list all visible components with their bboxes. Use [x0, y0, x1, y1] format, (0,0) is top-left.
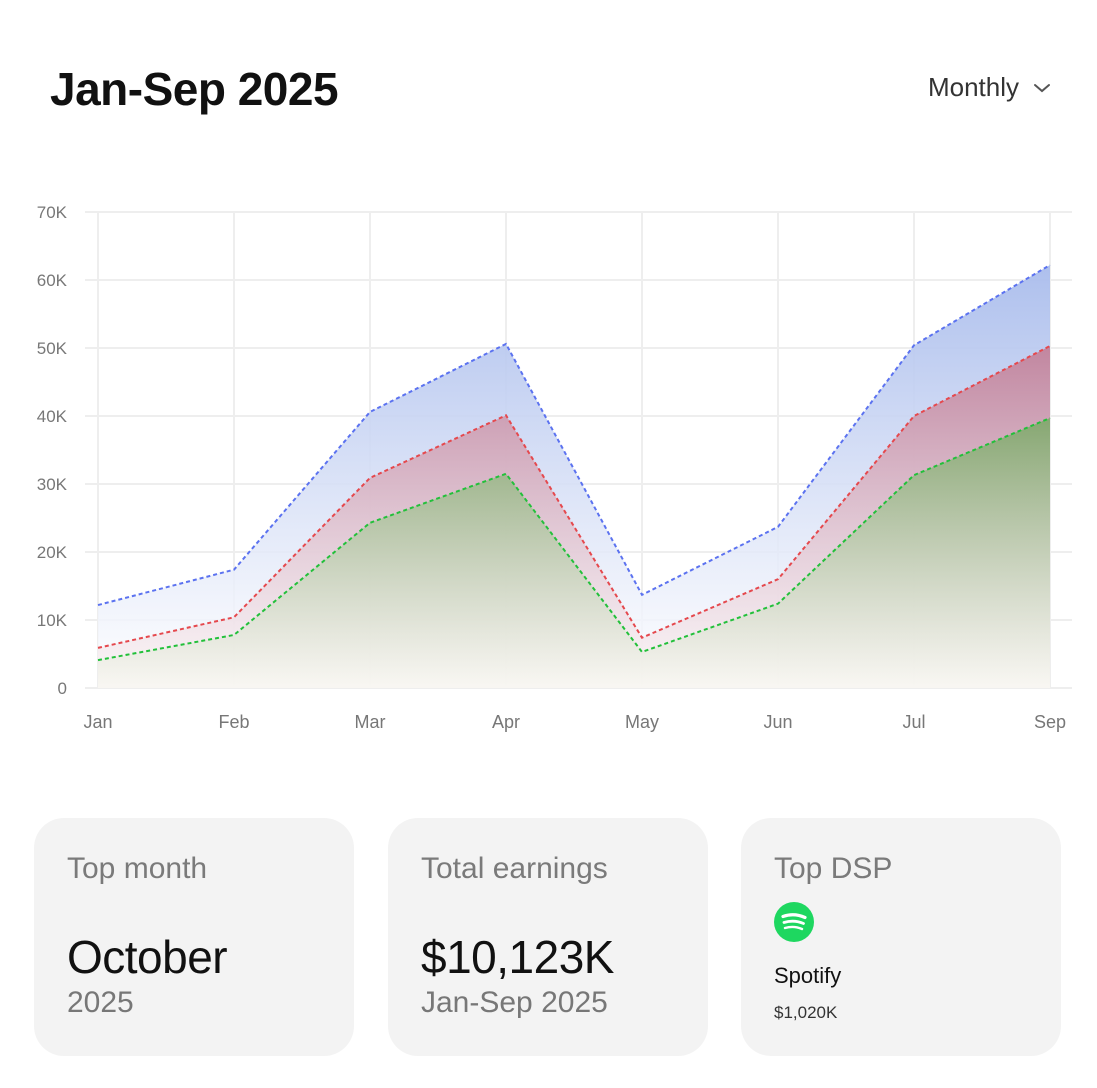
card-label: Top month: [67, 852, 208, 885]
series-line-0: [97, 264, 1051, 607]
dsp-amount: $1,020K: [774, 1003, 838, 1022]
x-tick-label: Feb: [218, 712, 249, 732]
y-tick-label: 0: [58, 679, 67, 698]
period-select-value: Monthly: [927, 72, 1019, 102]
dsp-name: Spotify: [774, 963, 842, 988]
card-label: Top DSP: [774, 852, 893, 885]
spotify-icon: [774, 902, 814, 942]
x-tick-label: Jun: [763, 712, 792, 732]
x-tick-label: Jul: [902, 712, 925, 732]
top-month-value: October: [67, 931, 228, 983]
top-month-year: 2025: [67, 986, 134, 1019]
y-tick-label: 70K: [37, 203, 68, 222]
y-tick-label: 30K: [37, 475, 68, 494]
y-tick-label: 50K: [37, 339, 68, 358]
y-tick-label: 20K: [37, 543, 68, 562]
x-tick-label: Jan: [83, 712, 112, 732]
x-tick-label: May: [625, 712, 659, 732]
series-line-2: [97, 417, 1051, 662]
x-tick-label: Apr: [492, 712, 520, 732]
series-area-2: [98, 418, 1050, 688]
area-chart: 0 10K 20K 30K 40K 50K 60K 70K Jan Feb Mar Apr May Ju…: [37, 203, 1072, 732]
total-earnings-value: $10,123K: [421, 931, 614, 983]
chevron-down-icon: [1034, 83, 1050, 92]
total-earnings-period: Jan-Sep 2025: [421, 986, 608, 1019]
y-tick-label: 40K: [37, 407, 68, 426]
top-dsp-card: Top DSP Spotify $1,020K: [741, 818, 1061, 1056]
total-earnings-card: Total earnings $10,123K Jan-Sep 2025: [388, 818, 708, 1056]
series-line-1: [97, 345, 1051, 649]
y-tick-label: 60K: [37, 271, 68, 290]
card-label: Total earnings: [421, 852, 608, 885]
top-month-card: Top month October 2025: [34, 818, 354, 1056]
x-tick-label: Mar: [355, 712, 386, 732]
y-tick-label: 10K: [37, 611, 68, 630]
x-tick-label: Sep: [1034, 712, 1066, 732]
page-title: Jan-Sep 2025: [50, 63, 339, 115]
period-select[interactable]: Monthly: [928, 72, 1051, 103]
